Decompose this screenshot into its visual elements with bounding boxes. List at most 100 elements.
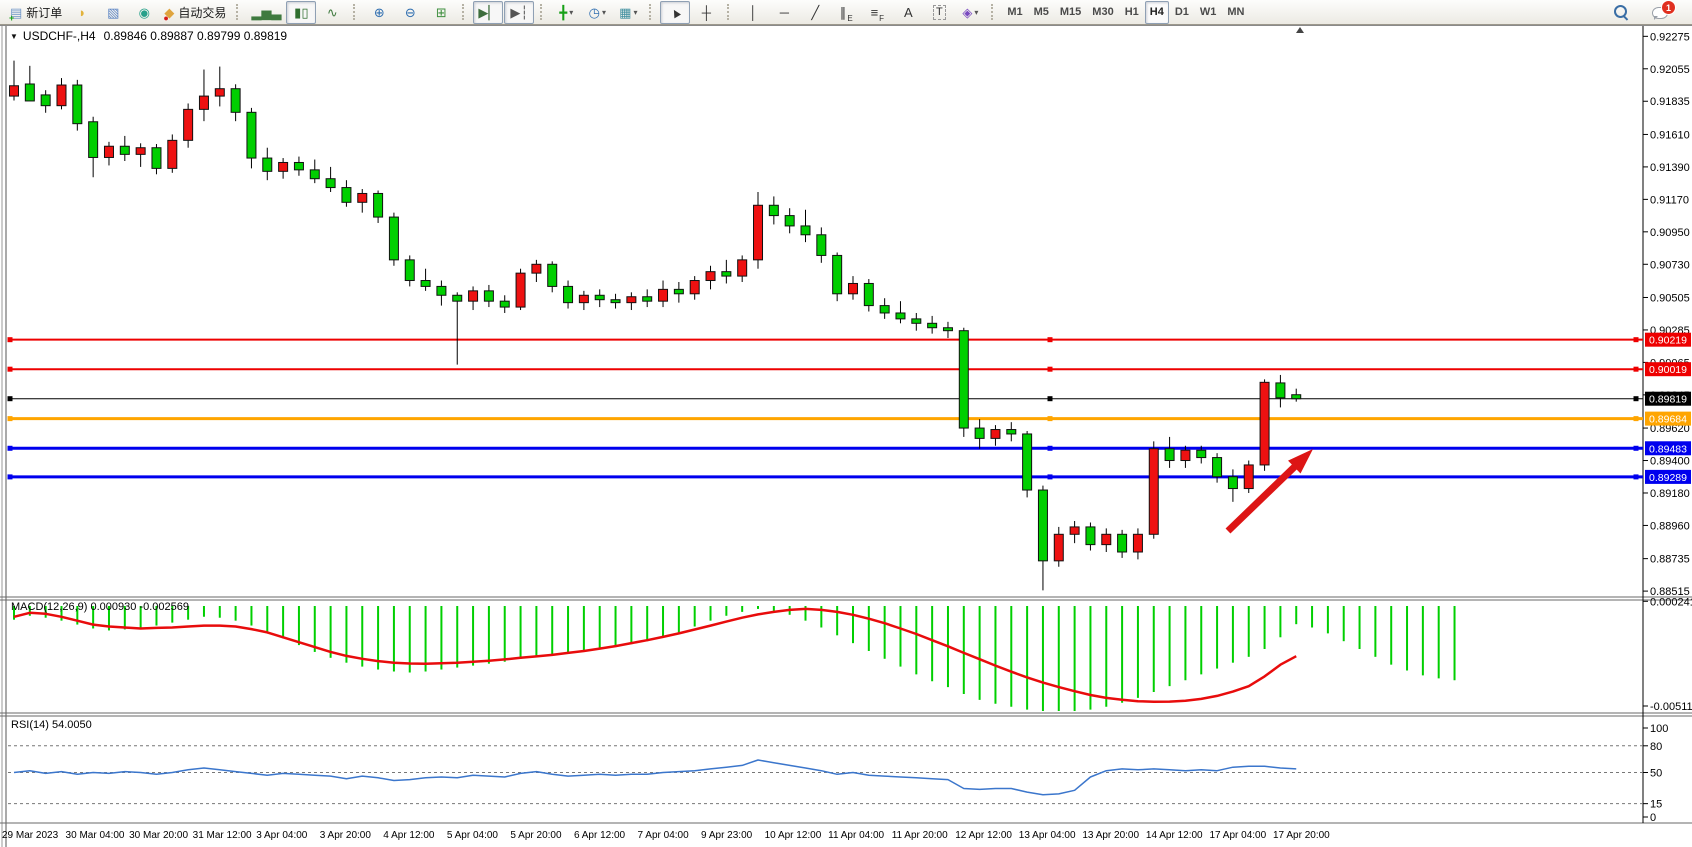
search-icon [1614, 5, 1629, 21]
hline-handle[interactable] [1633, 396, 1639, 402]
price-badge-label: 0.89819 [1649, 394, 1687, 406]
fibonacci-button[interactable]: ≡ F [870, 4, 885, 23]
hline-handle[interactable] [7, 445, 13, 451]
market-watch-button[interactable]: ▧ [98, 1, 128, 24]
hline-handle[interactable] [1047, 416, 1053, 422]
hline-handle[interactable] [1047, 445, 1053, 451]
price-badge [1645, 391, 1691, 406]
candle-bearish [958, 330, 969, 429]
hline-handle[interactable] [1633, 474, 1639, 480]
candle-bearish [1212, 457, 1223, 478]
indicators-button[interactable]: ╋ ▾ [551, 1, 581, 24]
crosshair-button[interactable]: ┼ [691, 1, 721, 24]
collapse-chart-icon[interactable]: ▼ [10, 32, 18, 41]
candle-bullish [737, 259, 748, 277]
time-axis-label: 9 Apr 23:00 [701, 830, 753, 841]
hline-handle[interactable] [1047, 474, 1053, 480]
toolbar-separator [353, 4, 357, 20]
periods-button[interactable]: ◷ ▾ [582, 1, 612, 24]
timeframe-m5-button[interactable]: M5 [1033, 6, 1049, 18]
candle-bearish [895, 312, 906, 320]
new-order-button[interactable]: ▤ + 新订单 [9, 4, 63, 23]
horizontal-line-button[interactable]: ─ [769, 1, 799, 24]
time-axis-label: 12 Apr 12:00 [955, 830, 1012, 841]
channel-button[interactable]: ∥ E [839, 4, 853, 23]
timeframe-m15-button[interactable]: M15 [1059, 6, 1082, 18]
candle-bearish [404, 259, 415, 282]
cursor-icon: ▲ [666, 2, 685, 22]
bar-chart-icon: ▂▅▃ [251, 4, 282, 20]
arrows-button[interactable]: ◈ ▾ [955, 1, 985, 24]
text-label-button[interactable]: T [924, 1, 954, 24]
candle-bullish [183, 108, 194, 141]
rsi-tick-label: 0 [1650, 812, 1656, 824]
hline-handle[interactable] [1633, 337, 1639, 343]
candle-bearish [610, 299, 621, 304]
periods-icon: ◷ [588, 4, 600, 20]
hline-handle[interactable] [1047, 337, 1053, 343]
templates-button[interactable]: ▦ ▾ [613, 1, 643, 24]
signals-button[interactable]: ◉ [129, 1, 159, 24]
line-chart-button[interactable]: ∿ [317, 1, 347, 24]
horizontal-line-icon: ─ [779, 4, 789, 20]
hline-handle[interactable] [7, 416, 13, 422]
hline-handle[interactable] [7, 366, 13, 372]
timeframe-h4-button[interactable]: H4 [1144, 0, 1169, 24]
hline-handle[interactable] [1633, 416, 1639, 422]
hline-handle[interactable] [1047, 366, 1053, 372]
notifications-button[interactable]: 1 [1646, 0, 1676, 24]
time-axis-label: 7 Apr 04:00 [638, 830, 690, 841]
time-axis-label: 5 Apr 20:00 [510, 830, 562, 841]
timeframe-toolbar: M1 M5 M15 M30 H1 H4 D1 W1 MN [1002, 0, 1249, 24]
candle-bearish [1164, 448, 1175, 462]
hline-handle[interactable] [1633, 445, 1639, 451]
zoom-in-button[interactable]: ⊕ [364, 1, 394, 24]
toolbar-separator [727, 4, 731, 20]
hline-handle[interactable] [1047, 396, 1053, 402]
candle-bullish [1243, 464, 1254, 490]
candle-bearish [911, 318, 922, 324]
trend-arrow-shaft[interactable] [1225, 460, 1302, 534]
timeframe-w1-button[interactable]: W1 [1199, 6, 1217, 18]
trend-arrow-head[interactable] [1288, 449, 1313, 474]
zoom-out-button[interactable]: ⊖ [395, 1, 425, 24]
hline-handle[interactable] [7, 396, 13, 402]
timeframe-h1-button[interactable]: H1 [1124, 6, 1139, 18]
candle-bearish [1227, 476, 1238, 490]
price-badge-label: 0.89684 [1649, 414, 1687, 426]
hline-handle[interactable] [7, 337, 13, 343]
profiles-button[interactable]: ◗ [67, 1, 97, 24]
trendline-button[interactable]: ╱ [800, 1, 830, 24]
timeframe-m1-button[interactable]: M1 [1007, 6, 1023, 18]
vertical-line-button[interactable]: │ [738, 1, 768, 24]
candle-bearish [642, 296, 653, 302]
bar-chart-button[interactable]: ▂▅▃ [247, 1, 285, 24]
candlestick-button[interactable]: ▮▯ [286, 0, 317, 24]
time-axis-label: 11 Apr 20:00 [892, 830, 948, 841]
hline-handle[interactable] [1633, 366, 1639, 372]
cursor-button[interactable]: ▲ [660, 0, 691, 24]
zoom-in-icon: ⊕ [373, 4, 385, 20]
candle-bullish [1148, 448, 1159, 535]
chart-shift-marker[interactable] [1296, 27, 1304, 33]
price-tick-label: 0.89180 [1650, 488, 1690, 500]
chart-shift-button[interactable]: ▶┆ [504, 0, 535, 24]
timeframe-m30-button[interactable]: M30 [1092, 6, 1114, 18]
toolbar-separator [649, 4, 653, 20]
hline-handle[interactable] [7, 474, 13, 480]
time-axis-label: 6 Apr 12:00 [574, 830, 626, 841]
timeframe-mn-button[interactable]: MN [1227, 6, 1245, 18]
timeframe-d1-button[interactable]: D1 [1174, 6, 1189, 18]
candle-bullish [658, 288, 669, 302]
auto-scroll-button[interactable]: ▶▏ [473, 0, 504, 24]
candle-bearish [452, 294, 463, 302]
text-button[interactable]: A [893, 1, 923, 24]
candle-bearish [1196, 449, 1207, 459]
candle-bullish [1259, 381, 1270, 466]
price-badge-label: 0.90019 [1649, 364, 1687, 376]
search-button[interactable] [1606, 1, 1636, 24]
tile-windows-button[interactable]: ⊞ [426, 1, 456, 24]
autotrading-button[interactable]: ◆ ● 自动交易 [163, 4, 227, 23]
